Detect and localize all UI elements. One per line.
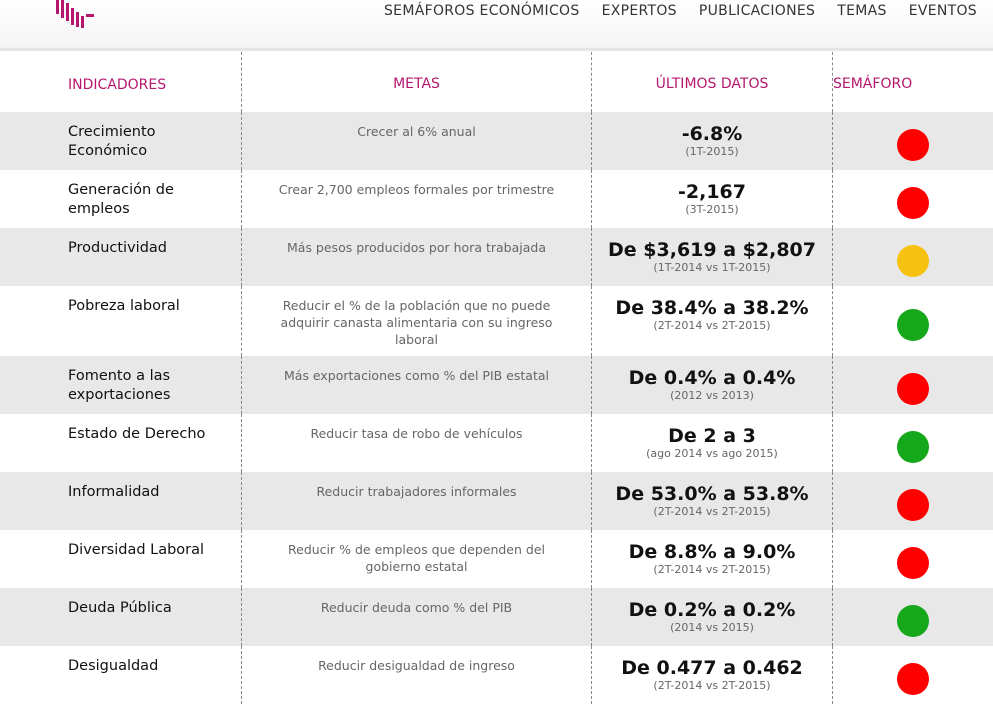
indicator: Desigualdad bbox=[68, 658, 159, 674]
goal: Más pesos producidos por hora trabajada bbox=[241, 228, 591, 286]
semaphore-light bbox=[897, 431, 929, 463]
indicator: Pobreza laboral bbox=[68, 298, 180, 314]
goal: Reducir desigualdad de ingreso bbox=[241, 646, 591, 704]
semaphore-light bbox=[897, 605, 929, 637]
value: De 0.477 a 0.462 bbox=[621, 657, 803, 679]
semaphore-light bbox=[897, 547, 929, 579]
semaphore-light bbox=[897, 309, 929, 341]
nav: SEMÁFOROS ECONÓMICOS EXPERTOS PUBLICACIONE… bbox=[384, 3, 977, 19]
goal: Reducir tasa de robo de vehículos bbox=[241, 414, 591, 472]
table-row: Crecimiento Económico Crecer al 6% anual -… bbox=[0, 112, 993, 170]
latest-data: De 8.8% a 9.0% (2T-2014 vs 2T-2015) bbox=[591, 530, 832, 588]
latest-data: De $3,619 a $2,807 (1T-2014 vs 1T-2015) bbox=[591, 228, 832, 286]
latest-data: -6.8% (1T-2015) bbox=[591, 112, 832, 170]
period: (1T-2014 vs 1T-2015) bbox=[653, 261, 771, 274]
table-row: Productividad Más pesos producidos por ho… bbox=[0, 228, 993, 286]
goal: Reducir el % de la población que no pued… bbox=[241, 286, 591, 356]
latest-data: De 0.477 a 0.462 (2T-2014 vs 2T-2015) bbox=[591, 646, 832, 704]
semaphore bbox=[832, 286, 993, 356]
semaphore bbox=[832, 530, 993, 588]
period: (2012 vs 2013) bbox=[670, 389, 754, 402]
column-header: SEMÁFORO bbox=[832, 52, 993, 112]
logo[interactable] bbox=[55, 0, 100, 30]
semaphore bbox=[832, 112, 993, 170]
semaphore-light bbox=[897, 663, 929, 695]
nav-link[interactable]: TEMAS bbox=[837, 3, 887, 19]
semaphore bbox=[832, 414, 993, 472]
value: De 53.0% a 53.8% bbox=[615, 483, 809, 505]
indicator: Generación de empleos bbox=[68, 182, 174, 217]
semaphore-light bbox=[897, 245, 929, 277]
period: (2014 vs 2015) bbox=[670, 621, 754, 634]
table-row: Deuda Pública Reducir deuda como % del PI… bbox=[0, 588, 993, 646]
table: INDICADORES METAS ÚLTIMOS DATOS SEMÁFORO Cre… bbox=[0, 52, 993, 704]
goal: Crear 2,700 empleos formales por trimest… bbox=[241, 170, 591, 228]
semaphore bbox=[832, 356, 993, 414]
indicator: Diversidad Laboral bbox=[68, 542, 205, 558]
table-row: Generación de empleos Crear 2,700 empleos… bbox=[0, 170, 993, 228]
goal: Crecer al 6% anual bbox=[241, 112, 591, 170]
header-row: INDICADORES METAS ÚLTIMOS DATOS SEMÁFORO bbox=[0, 52, 993, 112]
nav-link[interactable]: PUBLICACIONES bbox=[698, 3, 816, 19]
semaphore bbox=[832, 646, 993, 704]
goal: Reducir trabajadores informales bbox=[241, 472, 591, 530]
semaphore-light bbox=[897, 489, 929, 521]
nav-link[interactable]: EVENTOS bbox=[908, 3, 977, 19]
latest-data: De 2 a 3 (ago 2014 vs ago 2015) bbox=[591, 414, 832, 472]
latest-data: -2,167 (3T-2015) bbox=[591, 170, 832, 228]
table-row: Informalidad Reducir trabajadores informa… bbox=[0, 472, 993, 530]
semaphore bbox=[832, 170, 993, 228]
semaphore bbox=[832, 588, 993, 646]
nav-link[interactable]: EXPERTOS bbox=[601, 3, 677, 19]
semaphore-light bbox=[897, 187, 929, 219]
nav-link[interactable]: SEMÁFOROS ECONÓMICOS bbox=[384, 3, 580, 19]
table-row: Estado de Derecho Reducir tasa de robo de… bbox=[0, 414, 993, 472]
period: (ago 2014 vs ago 2015) bbox=[646, 447, 778, 460]
goal: Reducir deuda como % del PIB bbox=[241, 588, 591, 646]
value: De 38.4% a 38.2% bbox=[615, 297, 809, 319]
indicator: Productividad bbox=[68, 240, 167, 256]
column-header: ÚLTIMOS DATOS bbox=[591, 52, 832, 112]
period: (3T-2015) bbox=[685, 203, 739, 216]
indicator: Crecimiento Económico bbox=[68, 124, 156, 159]
period: (2T-2014 vs 2T-2015) bbox=[653, 563, 771, 576]
table-row: Diversidad Laboral Reducir % de empleos q… bbox=[0, 530, 993, 588]
value: De $3,619 a $2,807 bbox=[608, 239, 816, 261]
value: De 8.8% a 9.0% bbox=[628, 541, 796, 563]
column-header: METAS bbox=[241, 52, 591, 112]
goal: Más exportaciones como % del PIB estatal bbox=[241, 356, 591, 414]
latest-data: De 53.0% a 53.8% (2T-2014 vs 2T-2015) bbox=[591, 472, 832, 530]
value: De 2 a 3 bbox=[668, 425, 756, 447]
goal: Reducir % de empleos que dependen del go… bbox=[241, 530, 591, 588]
period: (2T-2014 vs 2T-2015) bbox=[653, 505, 771, 518]
value: -2,167 bbox=[678, 181, 746, 203]
indicator: Fomento a las exportaciones bbox=[68, 368, 171, 403]
table-row: Pobreza laboral Reducir el % de la poblac… bbox=[0, 286, 993, 356]
semaphore bbox=[832, 472, 993, 530]
indicator: Deuda Pública bbox=[68, 600, 172, 616]
latest-data: De 0.4% a 0.4% (2012 vs 2013) bbox=[591, 356, 832, 414]
header: SEMÁFOROS ECONÓMICOS EXPERTOS PUBLICACIONE… bbox=[0, 0, 993, 51]
table-row: Desigualdad Reducir desigualdad de ingres… bbox=[0, 646, 993, 704]
value: -6.8% bbox=[681, 123, 743, 145]
period: (2T-2014 vs 2T-2015) bbox=[653, 679, 771, 692]
indicator: Estado de Derecho bbox=[68, 426, 206, 442]
semaphore-light bbox=[897, 129, 929, 161]
semaphore-light bbox=[897, 373, 929, 405]
indicator: Informalidad bbox=[68, 484, 160, 500]
table-row: Fomento a las exportaciones Más exportaci… bbox=[0, 356, 993, 414]
value: De 0.4% a 0.4% bbox=[628, 367, 796, 389]
period: (1T-2015) bbox=[685, 145, 739, 158]
latest-data: De 0.2% a 0.2% (2014 vs 2015) bbox=[591, 588, 832, 646]
period: (2T-2014 vs 2T-2015) bbox=[653, 319, 771, 332]
semaphore bbox=[832, 228, 993, 286]
value: De 0.2% a 0.2% bbox=[628, 599, 796, 621]
column-header: INDICADORES bbox=[68, 77, 167, 93]
latest-data: De 38.4% a 38.2% (2T-2014 vs 2T-2015) bbox=[591, 286, 832, 356]
